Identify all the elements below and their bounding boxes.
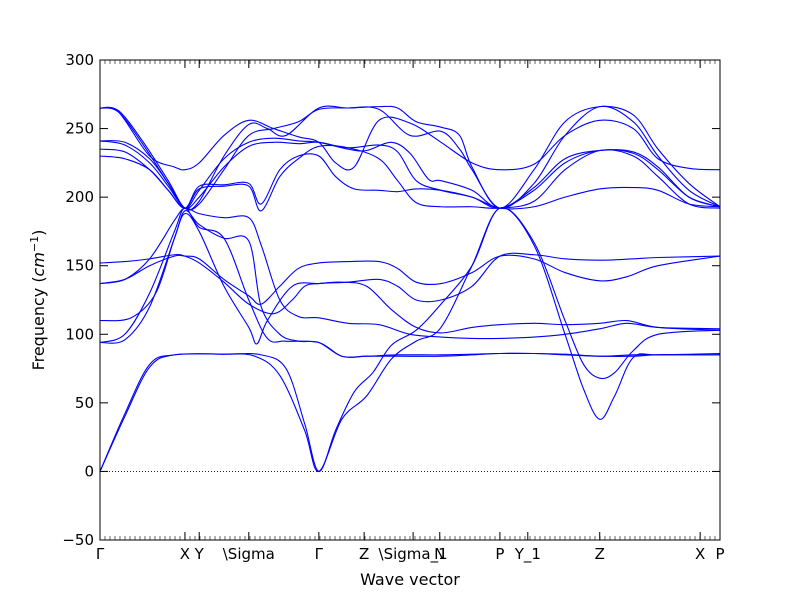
x-axis-ticks: Γ X Y \Sigma Γ Z \Sigma_1N P Y_1 Z X P <box>96 60 725 564</box>
y-tick-label: 50 <box>75 394 94 412</box>
band-line-14 <box>99 105 721 211</box>
y-tick-label: 250 <box>65 120 94 138</box>
x-tick-label: P <box>715 545 724 563</box>
plot-background <box>100 60 720 540</box>
x-axis-label: Wave vector <box>360 570 460 589</box>
x-tick-label: N <box>434 545 445 563</box>
y-tick-label: 100 <box>65 325 94 343</box>
y-tick-label: 150 <box>65 257 94 275</box>
band-line-15 <box>99 106 721 171</box>
x-tick-label: P <box>495 545 504 563</box>
y-axis-ticks: −50 0 50 100 150 200 250 300 <box>62 51 720 549</box>
y-tick-label: 0 <box>84 462 94 480</box>
y-axis-label-close: ) <box>29 230 48 236</box>
x-tick-label: X <box>180 545 190 563</box>
x-tick-label: Y_1 <box>514 545 541 564</box>
y-tick-label: 200 <box>65 188 94 206</box>
y-tick-label: −50 <box>62 531 94 549</box>
y-axis-label-unit: cm <box>29 252 48 276</box>
plot-area <box>100 60 720 540</box>
x-tick-label: Γ <box>315 545 324 563</box>
band-line-8 <box>99 252 721 315</box>
y-axis-label-text: Frequency ( <box>29 276 48 370</box>
y-axis-label: Frequency (cm−1) <box>28 230 48 371</box>
x-tick-label: \Sigma <box>223 545 275 563</box>
x-tick-label: Y <box>194 545 205 563</box>
x-tick-label: \Sigma_1 <box>379 545 448 564</box>
y-tick-label: 300 <box>65 51 94 69</box>
y-axis-label-exp: −1 <box>28 236 41 252</box>
x-tick-label: X <box>695 545 705 563</box>
x-tick-label: Γ <box>96 545 105 563</box>
band-line-12 <box>99 137 721 209</box>
band-line-2 <box>99 207 721 472</box>
x-tick-label: Z <box>595 545 605 563</box>
band-lines <box>99 105 721 472</box>
x-tick-label: Z <box>359 545 369 563</box>
band-line-4 <box>99 207 721 358</box>
